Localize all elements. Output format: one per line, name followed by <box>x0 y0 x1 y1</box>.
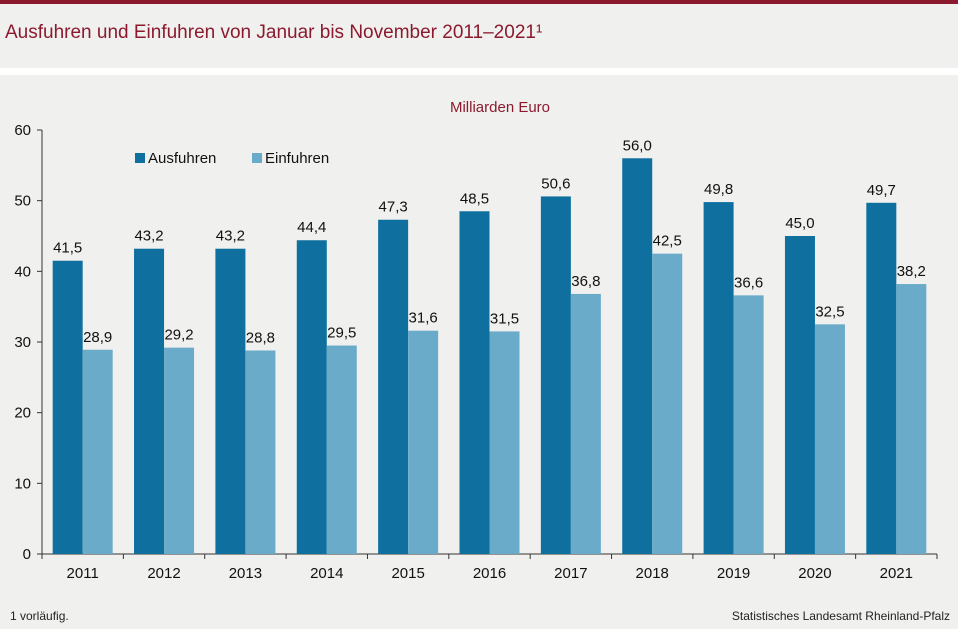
bar-einfuhren-2013 <box>245 350 276 554</box>
unit-label: Milliarden Euro <box>450 99 550 116</box>
data-label-ausfuhren: 45,0 <box>785 215 814 232</box>
bar-ausfuhren-2012 <box>134 248 165 554</box>
chart-title: Ausfuhren und Einfuhren von Januar bis N… <box>5 22 543 43</box>
bar-ausfuhren-2013 <box>215 248 246 554</box>
data-label-ausfuhren: 47,3 <box>379 199 408 216</box>
source-credit: Statistisches Landesamt Rheinland-Pfalz <box>731 609 950 623</box>
bar-einfuhren-2016 <box>489 331 520 554</box>
x-tick-label: 2013 <box>229 565 262 582</box>
bar-einfuhren-2017 <box>570 293 601 554</box>
bar-einfuhren-2018 <box>652 253 683 554</box>
y-tick-label: 40 <box>14 263 31 280</box>
data-label-ausfuhren: 44,4 <box>297 219 326 236</box>
bar-ausfuhren-2014 <box>296 240 327 555</box>
x-tick-label: 2020 <box>798 565 831 582</box>
x-tick-label: 2019 <box>717 565 750 582</box>
title-separator <box>0 68 958 75</box>
x-tick-label: 2021 <box>880 565 913 582</box>
x-tick-label: 2015 <box>391 565 424 582</box>
top-accent-rule <box>0 0 958 4</box>
bar-ausfuhren-2019 <box>703 202 734 554</box>
bar-ausfuhren-2015 <box>378 219 409 554</box>
data-label-einfuhren: 42,5 <box>653 233 682 250</box>
data-label-einfuhren: 36,8 <box>571 273 600 290</box>
value-labels: 41,5 43,2 43,2 44,4 47,3 48,5 50,6 56,0 49,8 45,0… <box>53 137 926 346</box>
y-tick-label: 30 <box>14 334 31 351</box>
bar-einfuhren-2012 <box>164 347 195 554</box>
data-label-ausfuhren: 56,0 <box>623 137 652 154</box>
x-tick-label: 2016 <box>473 565 506 582</box>
legend-label-ausfuhren: Ausfuhren <box>148 150 216 167</box>
bar-ausfuhren-2011 <box>52 260 83 554</box>
bar-ausfuhren-2021 <box>866 202 897 554</box>
y-axis: 0 10 20 30 40 50 60 <box>14 122 43 563</box>
x-tick-label: 2014 <box>310 565 343 582</box>
x-axis: 2011 2012 2013 2014 2015 2016 2017 2018 2019 2020… <box>41 553 938 582</box>
data-label-ausfuhren: 49,8 <box>704 181 733 198</box>
bar-einfuhren-2019 <box>733 295 764 554</box>
data-label-einfuhren: 31,5 <box>490 310 519 327</box>
legend-label-einfuhren: Einfuhren <box>265 150 329 167</box>
data-label-einfuhren: 28,9 <box>83 329 112 346</box>
data-label-ausfuhren: 43,2 <box>134 228 163 245</box>
y-tick-label: 50 <box>14 193 31 210</box>
x-tick-label: 2018 <box>636 565 669 582</box>
legend: Ausfuhren Einfuhren <box>135 150 329 167</box>
data-label-einfuhren: 31,6 <box>409 310 438 327</box>
data-label-einfuhren: 36,6 <box>734 274 763 291</box>
data-label-einfuhren: 32,5 <box>815 303 844 320</box>
y-tick-label: 10 <box>14 475 31 492</box>
y-tick-label: 20 <box>14 405 31 422</box>
legend-swatch-ausfuhren <box>135 153 145 163</box>
bar-ausfuhren-2017 <box>540 196 571 554</box>
data-label-ausfuhren: 50,6 <box>541 175 570 192</box>
bar-einfuhren-2015 <box>408 330 439 554</box>
y-tick-label: 0 <box>23 546 31 563</box>
bar-einfuhren-2021 <box>896 284 927 554</box>
x-tick-label: 2012 <box>147 565 180 582</box>
data-label-einfuhren: 28,8 <box>246 329 275 346</box>
data-label-einfuhren: 38,2 <box>897 263 926 280</box>
bar-einfuhren-2014 <box>326 345 357 554</box>
bars <box>52 158 927 555</box>
x-tick-label: 2017 <box>554 565 587 582</box>
data-label-einfuhren: 29,2 <box>164 327 193 344</box>
bar-einfuhren-2011 <box>82 349 113 554</box>
data-label-einfuhren: 29,5 <box>327 325 356 342</box>
x-tick-label: 2011 <box>67 565 99 582</box>
footnote: 1 vorläufig. <box>10 609 69 623</box>
data-label-ausfuhren: 49,7 <box>867 182 896 199</box>
legend-swatch-einfuhren <box>252 153 262 163</box>
data-label-ausfuhren: 48,5 <box>460 190 489 207</box>
bar-ausfuhren-2020 <box>784 236 815 554</box>
bar-einfuhren-2020 <box>814 324 845 554</box>
data-label-ausfuhren: 43,2 <box>216 228 245 245</box>
bar-ausfuhren-2016 <box>459 211 490 554</box>
bar-ausfuhren-2018 <box>622 158 653 554</box>
y-tick-label: 60 <box>14 122 31 139</box>
data-label-ausfuhren: 41,5 <box>53 240 82 257</box>
